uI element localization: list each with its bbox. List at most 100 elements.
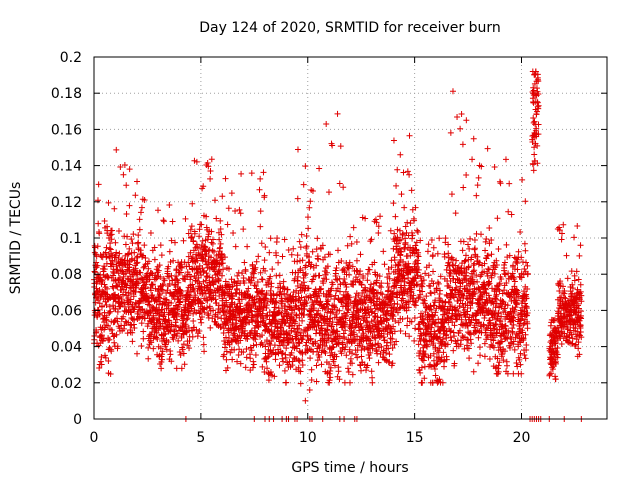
data-point xyxy=(265,377,272,384)
y-tick-label: 0.12 xyxy=(51,195,82,211)
data-point xyxy=(243,354,250,361)
data-point xyxy=(119,300,126,307)
data-point xyxy=(151,244,158,251)
data-point xyxy=(325,296,332,303)
data-point xyxy=(105,234,112,241)
data-point xyxy=(186,345,193,352)
data-point xyxy=(108,326,115,333)
data-point xyxy=(317,286,324,293)
data-point xyxy=(217,226,224,233)
data-point xyxy=(96,286,103,293)
data-point xyxy=(193,326,200,333)
data-point xyxy=(319,242,326,249)
data-point xyxy=(198,221,205,228)
data-point xyxy=(458,110,465,117)
data-point xyxy=(406,132,413,139)
data-point xyxy=(315,256,322,263)
data-point xyxy=(303,250,310,257)
data-point xyxy=(279,355,286,362)
data-point xyxy=(158,252,165,259)
y-tick-label: 0.2 xyxy=(60,50,82,66)
data-point xyxy=(328,285,335,292)
data-point xyxy=(297,380,304,387)
data-point xyxy=(299,357,306,364)
data-point xyxy=(281,290,288,297)
data-point xyxy=(491,164,498,171)
data-point xyxy=(497,180,504,187)
data-point xyxy=(200,306,207,313)
data-point xyxy=(223,356,230,363)
data-point xyxy=(123,282,130,289)
data-point xyxy=(145,265,152,272)
data-point xyxy=(262,267,269,274)
data-point xyxy=(157,273,164,280)
data-point xyxy=(391,230,398,237)
data-point xyxy=(285,246,292,253)
data-point xyxy=(401,204,408,211)
data-point xyxy=(174,330,181,337)
data-point xyxy=(475,334,482,341)
data-point xyxy=(301,272,308,279)
data-point xyxy=(475,174,482,181)
data-point xyxy=(425,241,432,248)
data-point xyxy=(459,247,466,254)
data-point xyxy=(496,178,503,185)
data-point xyxy=(326,360,333,367)
data-point xyxy=(281,367,288,374)
data-point xyxy=(297,244,304,251)
data-point xyxy=(241,259,248,266)
data-point xyxy=(244,335,251,342)
data-point xyxy=(466,355,473,362)
data-point xyxy=(106,294,113,301)
data-point xyxy=(259,276,266,283)
data-point xyxy=(223,348,230,355)
data-point xyxy=(133,260,140,267)
data-point xyxy=(248,308,255,315)
data-point xyxy=(260,317,267,324)
data-point xyxy=(227,304,234,311)
data-point xyxy=(387,227,394,234)
data-point xyxy=(199,300,206,307)
data-point xyxy=(404,168,411,175)
data-point xyxy=(126,166,133,173)
data-point xyxy=(169,277,176,284)
data-point xyxy=(113,283,120,290)
data-point xyxy=(198,272,205,279)
data-point xyxy=(415,253,422,260)
data-point xyxy=(175,279,182,286)
data-point xyxy=(173,273,180,280)
data-point xyxy=(309,248,316,255)
data-point xyxy=(98,361,105,368)
data-point xyxy=(375,359,382,366)
data-point xyxy=(301,300,308,307)
data-point xyxy=(135,232,142,239)
data-point xyxy=(484,145,491,152)
data-point xyxy=(436,235,443,242)
data-point xyxy=(106,303,113,310)
data-point xyxy=(208,228,215,235)
data-point xyxy=(357,251,364,258)
data-point xyxy=(178,288,185,295)
data-point xyxy=(257,175,264,182)
data-point xyxy=(208,288,215,295)
data-point xyxy=(168,358,175,365)
data-point xyxy=(321,304,328,311)
data-point xyxy=(524,262,531,269)
data-point xyxy=(145,258,152,265)
data-point xyxy=(283,345,290,352)
data-point xyxy=(212,296,219,303)
data-point xyxy=(518,370,525,377)
data-point xyxy=(112,254,119,261)
data-point xyxy=(291,354,298,361)
data-point xyxy=(292,302,299,309)
data-point xyxy=(463,117,470,124)
data-point xyxy=(204,310,211,317)
data-point xyxy=(201,348,208,355)
data-point xyxy=(229,293,236,300)
data-point xyxy=(369,379,376,386)
data-point xyxy=(159,282,166,289)
data-point xyxy=(271,373,278,380)
data-point xyxy=(263,337,270,344)
data-point xyxy=(232,208,239,215)
